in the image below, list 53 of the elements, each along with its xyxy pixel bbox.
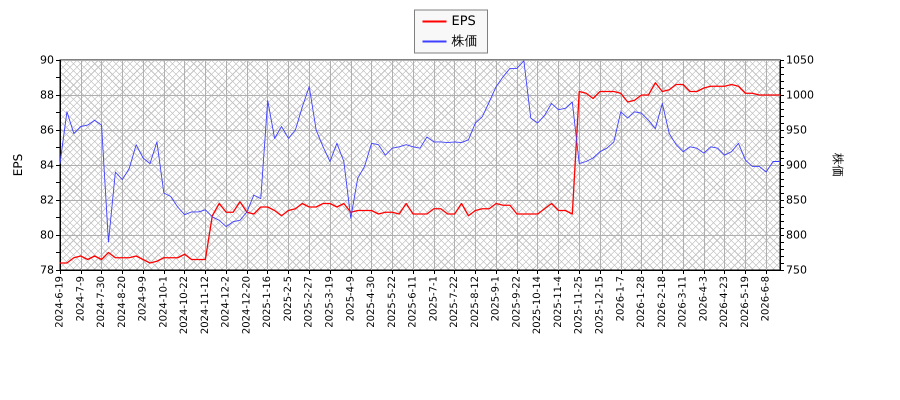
x-tick-label: 2026-1-7: [615, 276, 626, 322]
x-tick-label: 2025-9-1: [490, 276, 502, 322]
x-tick-label: 2025-7-22: [449, 276, 460, 328]
x-tick-label: 2025-3-19: [324, 276, 336, 328]
x-tick-label: 2025-1-16: [262, 276, 274, 328]
y-tick-label: 90: [40, 54, 54, 66]
x-tick-label: 2025-2-27: [304, 276, 315, 328]
x-tick-label: 2026-1-28: [636, 276, 648, 328]
x-tick-label: 2025-11-25: [574, 276, 585, 334]
legend-label: 株価: [450, 34, 478, 49]
y-tick-label: 84: [40, 158, 54, 172]
x-tick-label: 2025-7-1: [428, 276, 440, 322]
x-tick-label: 2024-7-9: [75, 276, 86, 322]
x-tick-label: 2026-5-19: [740, 276, 751, 328]
y-tick-label: 82: [40, 194, 54, 206]
x-tick-label: 2026-2-18: [656, 276, 668, 328]
x-tick-label: 2024-12-20: [241, 276, 252, 334]
x-tick-label: 2024-9-9: [138, 276, 149, 322]
y-tick-label: 78: [40, 264, 54, 276]
y2-axis-title: 株価: [831, 152, 845, 177]
y2-tick-label: 950: [786, 124, 807, 136]
x-tick-label: 2024-10-22: [179, 276, 190, 334]
y-tick-label: 88: [40, 88, 54, 102]
y2-tick-label: 800: [786, 228, 807, 242]
y2-tick-label: 900: [786, 158, 807, 172]
x-tick-label: 2024-11-12: [200, 276, 211, 334]
y2-tick-label: 1050: [786, 54, 814, 66]
x-tick-label: 2025-4-30: [366, 276, 378, 328]
x-tick-label: 2025-2-5: [282, 276, 294, 322]
x-tick-label: 2025-8-12: [470, 276, 481, 328]
y-axis-title: EPS: [11, 154, 25, 176]
x-tick-label: 2025-6-11: [408, 276, 419, 328]
x-tick-label: 2025-4-9: [345, 276, 356, 322]
x-tick-label: 2024-6-19: [54, 276, 66, 328]
legend-label: EPS: [452, 14, 476, 29]
x-tick-label: 2026-3-11: [678, 276, 689, 328]
x-tick-label: 2025-12-15: [594, 276, 606, 334]
x-tick-label: 2025-9-22: [511, 276, 522, 328]
x-tick-label: 2024-12-2: [220, 276, 232, 328]
y2-tick-label: 750: [786, 264, 807, 276]
x-tick-label: 2026-4-23: [719, 276, 730, 328]
x-tick-label: 2024-10-1: [158, 276, 170, 328]
x-tick-label: 2024-7-30: [96, 276, 108, 328]
y2-tick-label: 1000: [786, 88, 814, 102]
x-tick-label: 2026-6-8: [760, 276, 772, 322]
y-tick-label: 86: [40, 124, 54, 136]
x-tick-label: 2025-10-14: [532, 276, 544, 334]
y2-tick-label: 850: [786, 194, 807, 206]
x-tick-label: 2024-8-20: [116, 276, 128, 328]
x-tick-label: 2025-5-22: [386, 276, 398, 328]
x-tick-label: 2025-11-4: [552, 276, 564, 328]
x-tick-label: 2026-4-3: [698, 276, 710, 322]
y-tick-label: 80: [40, 228, 54, 242]
